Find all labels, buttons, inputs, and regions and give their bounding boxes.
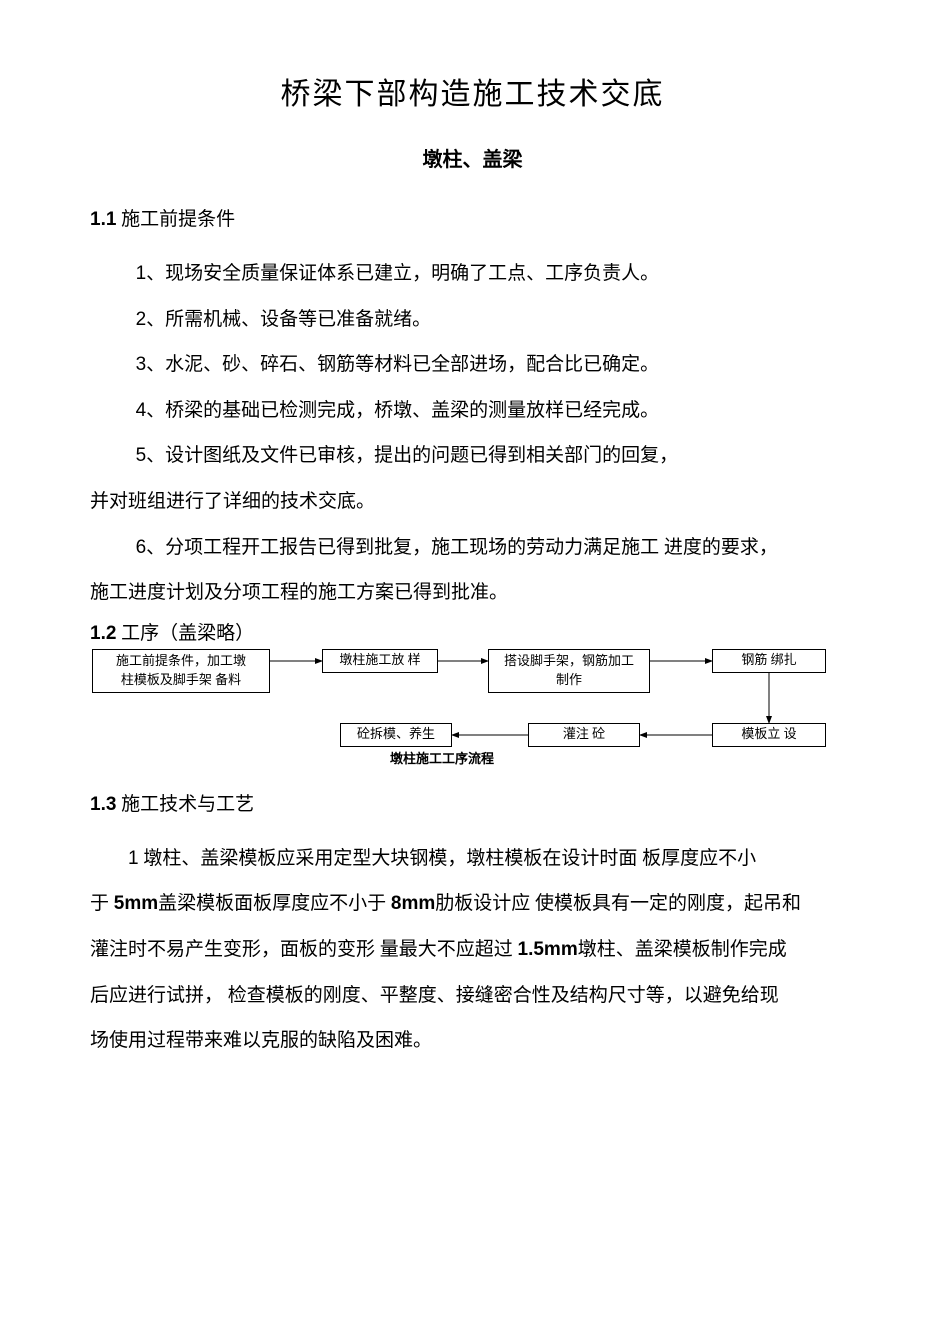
s1-item-2-text: 、所需机械、设备等已准备就绪。 — [146, 309, 431, 330]
s1-item-6-text: 、分项工程开工报告已得到批复，施工现场的劳动力满足施工 进度的要求， — [146, 537, 778, 558]
s1-item-4-text: 、桥梁的基础已检测完成，桥墩、盖梁的测量放样已经完成。 — [146, 400, 659, 421]
s3-f: 墩柱、盖梁模板制作完成 — [578, 939, 787, 960]
s1-item-3: 3、水泥、砂、碎石、钢筋等材料已全部进场，配合比已确定。 — [90, 342, 855, 388]
flow-node-n4: 钢筋 绑扎 — [712, 649, 826, 673]
section-2-heading: 1.2 工序（盖梁略） — [90, 624, 855, 643]
page-title: 桥梁下部构造施工技术交底 — [90, 80, 855, 110]
section-2-num: 1.2 — [90, 623, 116, 644]
s3-b3: 1.5mm — [518, 939, 578, 960]
flowchart-caption: 墩柱施工工序流程 — [390, 752, 494, 765]
s1-item-2: 2、所需机械、设备等已准备就绪。 — [90, 297, 855, 343]
s3-a: 墩柱、盖梁模板应采用定型大块钢模，墩柱模板在设计时面 板厚度应不小 — [139, 848, 757, 869]
s3-d: 肋板设计应 使模板具有一定的刚度，起吊和 — [435, 893, 801, 914]
s1-item-5-num: 5 — [136, 445, 147, 466]
s3-b2: 8mm — [391, 893, 435, 914]
flow-node-n5: 模板立 设 — [712, 723, 826, 747]
s1-item-4-num: 4 — [136, 400, 147, 421]
s1-item-3-num: 3 — [136, 354, 147, 375]
s3-line5: 场使用过程带来难以克服的缺陷及困难。 — [90, 1018, 855, 1064]
s1-item-6: 6、分项工程开工报告已得到批复，施工现场的劳动力满足施工 进度的要求， — [90, 525, 855, 571]
s3-para-num: 1 — [128, 848, 139, 869]
s3-e: 灌注时不易产生变形，面板的变形 量最大不应超过 — [90, 939, 518, 960]
s1-item-1: 1、现场安全质量保证体系已建立，明确了工点、工序负责人。 — [90, 251, 855, 297]
section-1-label: 施工前提条件 — [121, 209, 235, 230]
s1-item-6-num: 6 — [136, 537, 147, 558]
s1-item-4: 4、桥梁的基础已检测完成，桥墩、盖梁的测量放样已经完成。 — [90, 388, 855, 434]
flow-node-n1: 施工前提条件，加工墩柱模板及脚手架 备料 — [92, 649, 270, 693]
flow-node-n3: 搭设脚手架，钢筋加工制作 — [488, 649, 650, 693]
section-3-heading: 1.3 施工技术与工艺 — [90, 795, 855, 814]
s1-item-5: 5、设计图纸及文件已审核，提出的问题已得到相关部门的回复， — [90, 433, 855, 479]
page-subtitle: 墩柱、盖梁 — [90, 150, 855, 170]
section-1-heading: 1.1 施工前提条件 — [90, 210, 855, 229]
s1-item-1-text: 、现场安全质量保证体系已建立，明确了工点、工序负责人。 — [146, 263, 659, 284]
s1-item-1-num: 1 — [136, 263, 147, 284]
s1-item-5-cont: 并对班组进行了详细的技术交底。 — [90, 479, 855, 525]
s3-c: 盖梁模板面板厚度应不小于 — [158, 893, 391, 914]
flow-node-n7: 砼拆模、养生 — [340, 723, 452, 747]
section-3-num: 1.3 — [90, 794, 116, 815]
s1-item-5-text: 、设计图纸及文件已审核，提出的问题已得到相关部门的回复， — [146, 445, 678, 466]
s3-b-pre: 于 — [90, 893, 114, 914]
s1-item-2-num: 2 — [136, 309, 147, 330]
s1-item-6-cont: 施工进度计划及分项工程的施工方案已得到批准。 — [90, 570, 855, 616]
s3-line2: 于 5mm盖梁模板面板厚度应不小于 8mm肋板设计应 使模板具有一定的刚度，起吊… — [90, 881, 855, 927]
s3-line4: 后应进行试拼， 检查模板的刚度、平整度、接缝密合性及结构尺寸等，以避免给现 — [90, 973, 855, 1019]
s3-para: 1 墩柱、盖梁模板应采用定型大块钢模，墩柱模板在设计时面 板厚度应不小 — [90, 836, 855, 882]
flowchart: 施工前提条件，加工墩柱模板及脚手架 备料 墩柱施工放 样 搭设脚手架，钢筋加工制作 钢… — [90, 649, 855, 781]
flow-node-n2: 墩柱施工放 样 — [322, 649, 438, 673]
section-2-label: 工序（盖梁略） — [121, 623, 254, 644]
section-3-label: 施工技术与工艺 — [121, 794, 254, 815]
flow-node-n6: 灌注 砼 — [528, 723, 640, 747]
s3-b1: 5mm — [114, 893, 158, 914]
section-1-num: 1.1 — [90, 209, 116, 230]
s3-line3: 灌注时不易产生变形，面板的变形 量最大不应超过 1.5mm墩柱、盖梁模板制作完成 — [90, 927, 855, 973]
s1-item-3-text: 、水泥、砂、碎石、钢筋等材料已全部进场，配合比已确定。 — [146, 354, 659, 375]
